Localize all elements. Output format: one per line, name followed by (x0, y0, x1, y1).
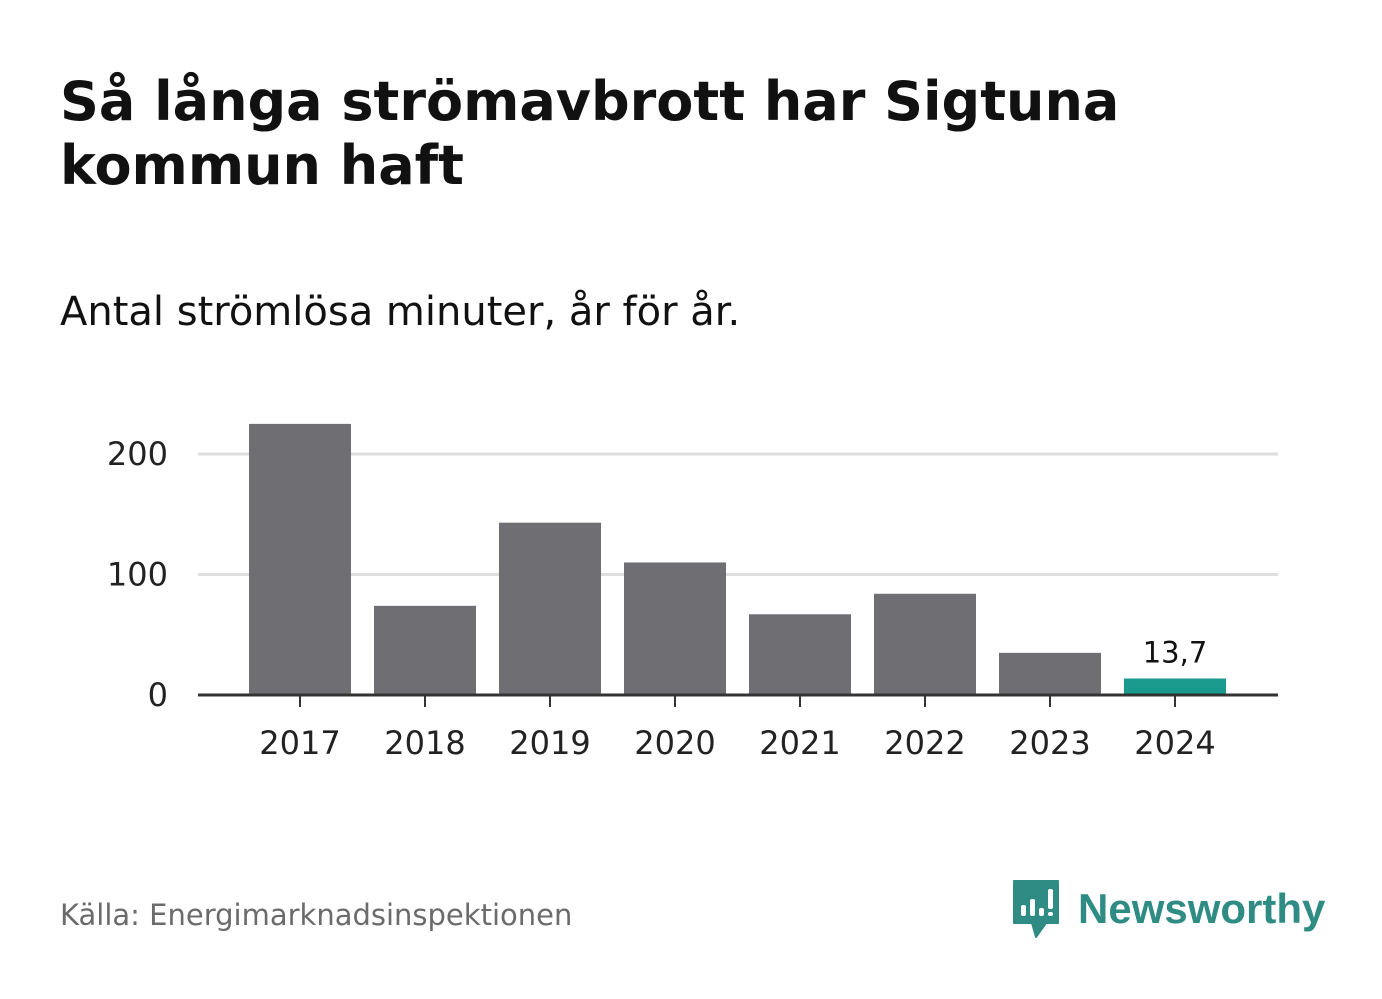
source-note: Källa: Energimarknadsinspektionen (60, 898, 573, 932)
brand-name: Newsworthy (1078, 885, 1326, 932)
x-tick-label-2017: 2017 (259, 724, 340, 762)
brand-logo: Newsworthy (1010, 876, 1325, 942)
x-tick-label-2019: 2019 (509, 724, 590, 762)
chart-subtitle: Antal strömlösa minuter, år för år. (60, 289, 741, 335)
x-tick-label-2022: 2022 (884, 724, 965, 762)
bar-2021 (749, 614, 851, 695)
y-axis-tick-labels: 0 100 200 (107, 435, 168, 714)
bar-2024 (1124, 678, 1226, 695)
y-tick-label-100: 100 (107, 556, 168, 594)
bar-2019 (499, 522, 601, 695)
x-tick-label-2018: 2018 (384, 724, 465, 762)
gridlines (198, 452, 1278, 576)
x-tick-label-2024: 2024 (1134, 724, 1215, 762)
bar-2017 (249, 423, 351, 695)
bar-2023 (999, 652, 1101, 695)
newsworthy-logo-icon (1013, 880, 1059, 938)
bars (249, 423, 1226, 695)
bar-2020 (624, 562, 726, 695)
chart-title: Så långa strömavbrott har Sigtuna kommun… (60, 70, 1120, 197)
bar-2018 (374, 605, 476, 695)
y-tick-label-200: 200 (107, 435, 168, 473)
bar-2022 (874, 593, 976, 695)
x-axis (198, 693, 1278, 707)
x-tick-label-2021: 2021 (759, 724, 840, 762)
x-tick-label-2020: 2020 (634, 724, 715, 762)
data-labels: 13,7 (1143, 635, 1208, 669)
y-tick-label-0: 0 (148, 676, 168, 714)
x-tick-label-2023: 2023 (1009, 724, 1090, 762)
x-axis-tick-labels: 2017 2018 2019 2020 2021 2022 2023 2024 (259, 724, 1215, 762)
data-label-2024: 13,7 (1143, 635, 1208, 669)
